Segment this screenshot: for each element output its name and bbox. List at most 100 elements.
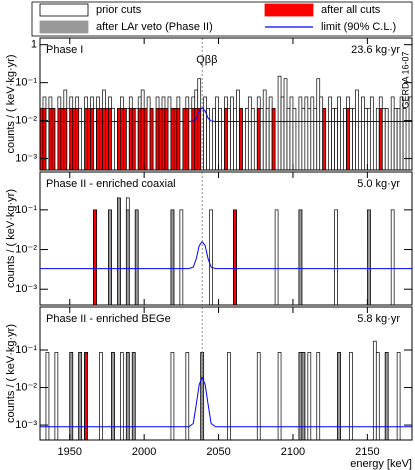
histogram-bar-outline [334,108,338,171]
exposure: 5.0 kg·yr [357,178,400,190]
histogram-bar-outline [45,108,50,171]
histogram-bar-outline [218,108,222,171]
histogram-bar [134,209,139,306]
histogram-bar-outline [283,78,288,171]
exposure: 23.6 kg·yr [351,44,400,56]
histogram-bar [140,108,145,171]
histogram-bar [108,209,112,306]
histogram-bar [256,108,261,171]
histogram-bar [322,108,327,171]
histogram-bar-outline [301,108,306,171]
histogram-bar-outline [233,108,237,171]
histogram-bar [271,108,276,171]
x-tick-label: 2050 [206,446,230,458]
histogram-bar [42,108,47,171]
histogram-bar-outline [319,96,324,171]
histogram-bar-outline [93,108,97,171]
histogram-bar [125,209,130,306]
histogram-bar [128,108,133,171]
histogram-bar [378,108,383,171]
histogram-bar-outline [361,96,365,171]
legend-label: limit (90% C.L.) [321,21,396,33]
histogram-bar [298,209,303,306]
histogram-bar [72,108,77,171]
histogram-bar [185,108,190,171]
histogram-bar-outline [390,209,395,306]
histogram-bar [131,108,136,171]
histogram-bar [120,108,124,171]
histogram-bar [149,108,154,171]
histogram-bar-outline [244,108,249,171]
histogram-bar-outline [349,108,353,171]
histogram-bar [197,108,202,171]
histogram-bar-outline [402,108,407,171]
histogram-bar-outline [146,96,151,171]
histogram-bar-outline [227,108,231,171]
histogram-bar-outline [262,89,267,171]
legend-swatch [39,20,89,34]
histogram-bar [191,108,196,171]
histogram-bar-outline [355,89,359,171]
panel-title: Phase II - enriched BEGe [46,313,171,325]
histogram-bar-outline [236,89,240,171]
histogram-bar-outline [268,96,273,171]
panel-title: Phase II - enriched coaxial [46,178,176,190]
histogram-bar [57,108,62,171]
histogram-bar-outline [212,108,216,171]
histogram-bar [176,108,181,171]
histogram-bar [63,108,68,171]
x-tick-label: 2000 [132,446,156,458]
y-axis-label: counts / ( keV·kg·yr) [5,189,17,288]
x-axis-label: energy [keV] [350,458,412,470]
histogram-bar [48,108,53,171]
x-tick-label: 2100 [281,446,305,458]
histogram-bar [87,108,91,171]
histogram-bar-outline [209,209,213,306]
panel-frame [39,306,413,441]
y-tick-label: 10⁻² [15,115,37,127]
y-tick-label: 1 [31,39,37,51]
histogram-bar [105,108,109,171]
histogram-bar [84,108,88,171]
legend-label: after LAr veto (Phase II) [96,21,213,33]
histogram-bar [96,108,100,171]
histogram-bar [173,108,178,171]
histogram-bar-outline [393,108,398,171]
histogram-bar [170,209,175,306]
histogram-bar-outline [367,108,371,171]
limit-line [40,375,412,428]
qbb-label: Qββ [196,54,217,66]
histogram-bar-outline [310,96,315,171]
y-axis-label: counts / ( keV·kg·yr) [5,324,17,423]
histogram-bar-outline [111,108,115,171]
histogram-bar-outline [381,108,386,171]
histogram-bar [117,108,121,171]
histogram-bar-outline [307,108,312,171]
y-tick-label: 10⁻² [15,243,37,255]
histogram-bar [90,108,94,171]
legend-swatch [39,3,89,17]
histogram-bar-outline [78,108,83,171]
histogram-bar [158,108,163,171]
exposure: 5.8 kg·yr [357,313,400,325]
panel-frame [39,37,413,171]
histogram-bar-outline [375,108,380,171]
histogram-bar [161,108,166,171]
histogram-bar [224,108,228,171]
histogram-bar-outline [372,340,377,441]
histogram-bar-outline [328,96,332,171]
histogram-bar [170,108,175,171]
histogram-bar [51,108,56,171]
histogram-bar-outline [298,96,303,171]
histogram-bar-outline [316,78,321,171]
panel-frame [39,171,413,306]
histogram-bar [155,108,160,171]
histogram-bar [137,108,142,171]
histogram-bar [117,197,121,306]
histogram-bar-outline [292,108,297,171]
histogram-bar-outline [134,108,139,171]
y-tick-label: 10⁻¹ [15,204,37,216]
histogram-bar [143,108,148,171]
histogram-bar-outline [230,96,234,171]
